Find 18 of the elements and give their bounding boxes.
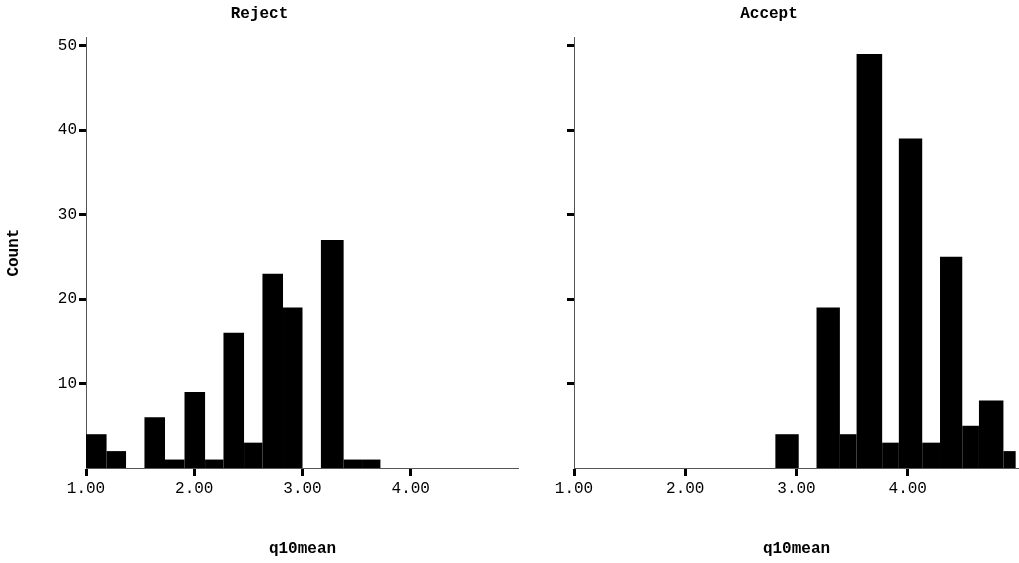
y-tick-label: 10: [57, 374, 77, 393]
y-tick-label: 50: [57, 36, 77, 55]
y-tick-label: 40: [57, 121, 77, 140]
x-tick-label: 1.00: [554, 479, 594, 498]
chart-title: Reject: [230, 4, 289, 23]
x-tick-label: 2.00: [666, 479, 705, 498]
y-tick-label: 30: [57, 205, 77, 224]
x-tick-label: 2.00: [175, 479, 214, 498]
chart-title: Accept: [740, 4, 798, 23]
x-tick-label: 4.00: [888, 479, 927, 498]
x-axis-title: q10mean: [268, 540, 337, 559]
x-tick-label: 3.00: [283, 479, 322, 498]
y-tick-label: 20: [57, 290, 77, 309]
x-tick-label: 3.00: [777, 479, 816, 498]
x-tick-label: 4.00: [391, 479, 430, 498]
x-axis-title: q10mean: [762, 540, 831, 559]
y-axis-title: Count: [4, 228, 23, 277]
x-tick-label: 1.00: [66, 479, 106, 498]
